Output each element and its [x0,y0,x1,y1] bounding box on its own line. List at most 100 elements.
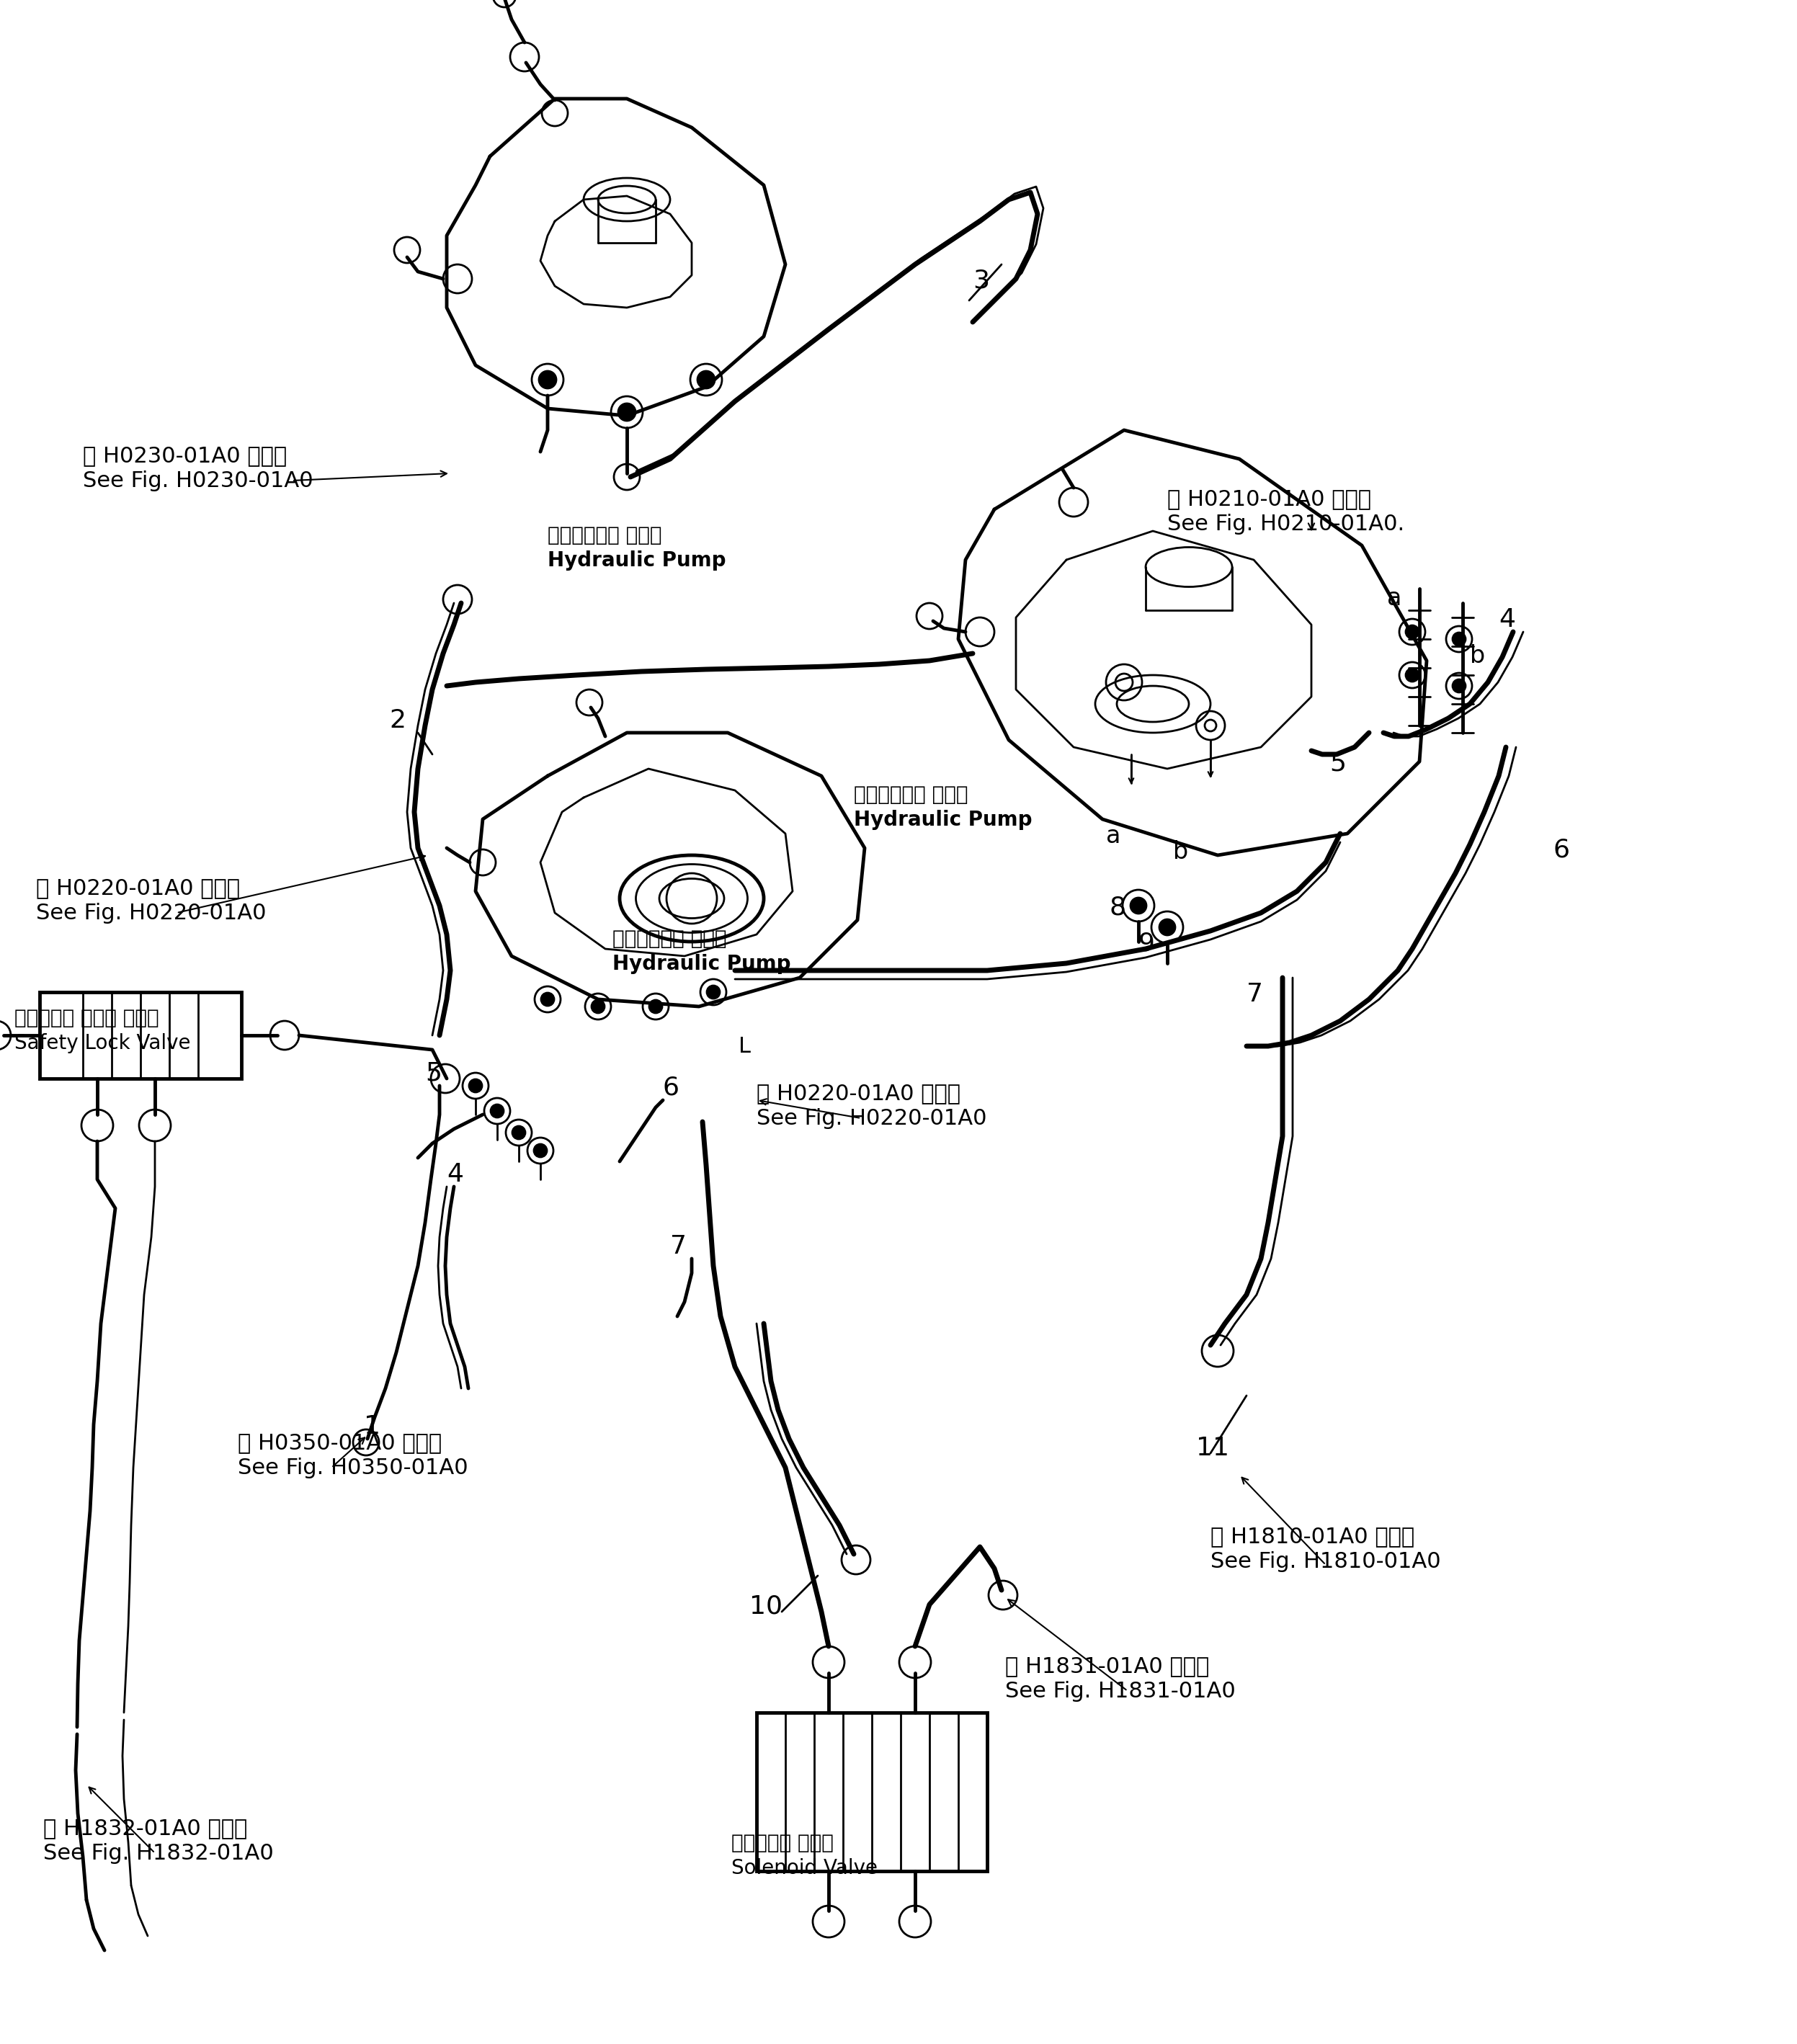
Text: 第 H0220-01A0 図参照: 第 H0220-01A0 図参照 [36,877,241,899]
Circle shape [431,1065,460,1094]
Text: b: b [1470,644,1484,668]
Circle shape [1452,679,1466,693]
Circle shape [1159,920,1175,936]
Bar [757,1713,987,1870]
Text: a: a [1387,587,1402,611]
Ellipse shape [598,186,656,213]
Circle shape [898,1905,931,1938]
Text: 第 H1810-01A0 図参照: 第 H1810-01A0 図参照 [1211,1527,1414,1547]
Circle shape [528,1139,553,1163]
Circle shape [988,1580,1017,1609]
Circle shape [611,397,643,427]
Circle shape [532,364,564,397]
Text: 9: 9 [1139,932,1155,957]
Circle shape [701,979,726,1006]
Circle shape [394,237,420,264]
Bar [40,991,241,1079]
Text: 6: 6 [663,1075,679,1100]
Circle shape [491,1104,503,1118]
Text: L: L [739,1036,751,1057]
Circle shape [270,1020,298,1051]
Text: 6: 6 [1553,838,1569,863]
Circle shape [1400,662,1425,689]
Circle shape [539,372,557,388]
Text: b: b [1173,840,1188,865]
Text: a: a [1105,824,1121,848]
Circle shape [649,1000,661,1014]
Text: 3: 3 [972,268,990,292]
Text: See Fig. H0210-01A0.: See Fig. H0210-01A0. [1168,513,1405,536]
Circle shape [483,1098,510,1124]
Text: Solenoid Valve: Solenoid Valve [731,1858,877,1878]
Circle shape [690,364,722,397]
Text: 第 H0220-01A0 図参照: 第 H0220-01A0 図参照 [757,1083,960,1104]
Circle shape [1152,912,1182,942]
Circle shape [469,1079,482,1091]
Circle shape [1130,897,1146,914]
Circle shape [1202,1335,1233,1367]
Text: See Fig. H0350-01A0: See Fig. H0350-01A0 [237,1457,467,1478]
Circle shape [577,689,602,715]
Text: 第 H1831-01A0 図参照: 第 H1831-01A0 図参照 [1005,1656,1209,1676]
Circle shape [444,264,473,292]
Circle shape [1405,625,1418,638]
Circle shape [1123,889,1154,922]
Circle shape [898,1645,931,1678]
Text: See Fig. H1831-01A0: See Fig. H1831-01A0 [1005,1680,1236,1703]
Circle shape [138,1110,171,1141]
Circle shape [505,1120,532,1145]
Circle shape [510,43,539,72]
Circle shape [965,617,994,646]
Text: ハイドロック ポンプ: ハイドロック ポンプ [548,525,661,546]
Text: Safety Lock Valve: Safety Lock Valve [14,1032,190,1053]
Text: 5: 5 [426,1061,442,1085]
Circle shape [1447,625,1472,652]
Text: 1: 1 [363,1414,381,1439]
Text: See Fig. H1832-01A0: See Fig. H1832-01A0 [43,1844,273,1864]
Circle shape [512,1126,525,1139]
Circle shape [81,1110,113,1141]
Circle shape [444,585,473,613]
Text: See Fig. H0220-01A0: See Fig. H0220-01A0 [757,1108,987,1128]
Circle shape [1452,632,1466,646]
Circle shape [1058,489,1087,517]
Circle shape [543,100,568,127]
Text: 8: 8 [1109,895,1127,920]
Circle shape [352,1429,379,1455]
Circle shape [706,985,721,1000]
Text: 2: 2 [390,707,406,732]
Text: 4: 4 [1499,607,1515,632]
Text: 第 H0230-01A0 図参照: 第 H0230-01A0 図参照 [83,446,288,466]
Circle shape [586,993,611,1020]
Text: See Fig. H1810-01A0: See Fig. H1810-01A0 [1211,1551,1441,1572]
Circle shape [462,1073,489,1100]
Circle shape [1405,668,1418,681]
Ellipse shape [636,865,748,932]
Circle shape [916,603,942,630]
Circle shape [812,1905,845,1938]
Circle shape [812,1645,845,1678]
Circle shape [591,1000,604,1014]
Text: 第 H0210-01A0 図参照: 第 H0210-01A0 図参照 [1168,489,1371,509]
Circle shape [643,993,668,1020]
Circle shape [697,372,715,388]
Circle shape [841,1545,870,1574]
Text: セーフティ ロック バルブ: セーフティ ロック バルブ [14,1008,158,1028]
Text: See Fig. H0230-01A0: See Fig. H0230-01A0 [83,470,313,491]
Text: 11: 11 [1197,1437,1229,1459]
Circle shape [1447,672,1472,699]
Text: 第 H0350-01A0 図参照: 第 H0350-01A0 図参照 [237,1433,442,1453]
Text: 4: 4 [447,1163,464,1188]
Circle shape [615,464,640,491]
Text: 7: 7 [1247,981,1263,1006]
Circle shape [0,1020,11,1051]
Text: 10: 10 [749,1594,782,1619]
Circle shape [534,1145,546,1157]
Circle shape [536,987,561,1012]
Text: 7: 7 [670,1235,686,1259]
Circle shape [1400,619,1425,644]
Circle shape [469,850,496,875]
Text: Hydraulic Pump: Hydraulic Pump [548,550,726,570]
Text: ソレノイド バルブ: ソレノイド バルブ [731,1833,834,1854]
Circle shape [492,0,516,8]
